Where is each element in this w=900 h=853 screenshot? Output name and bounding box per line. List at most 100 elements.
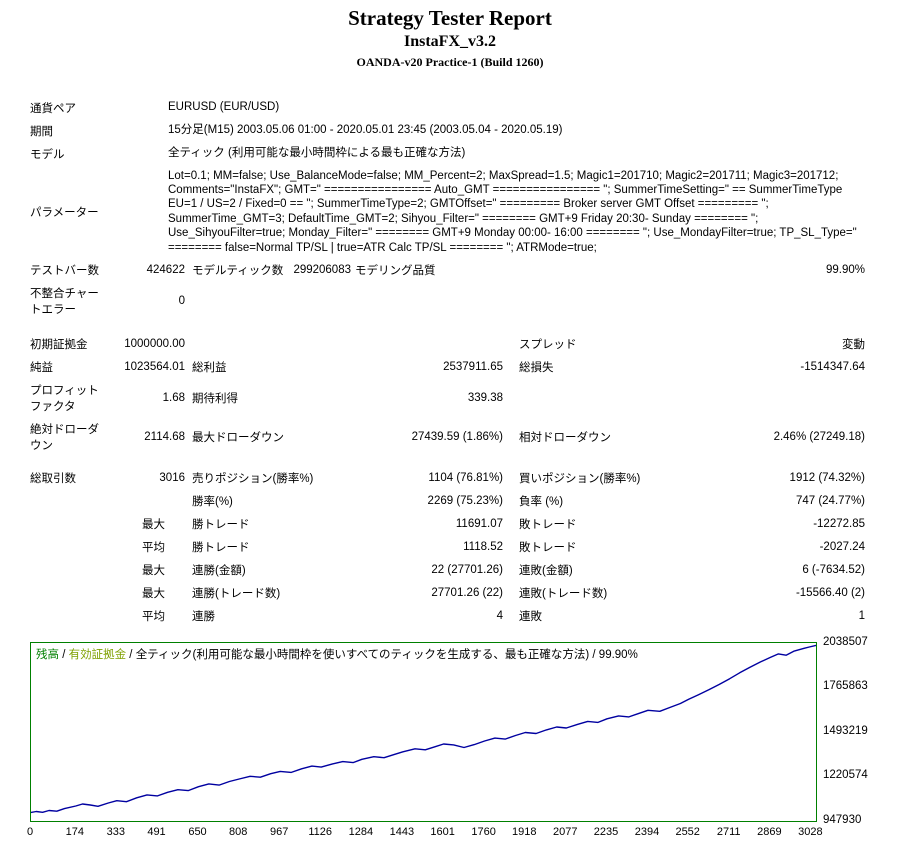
table-row: 総取引数 3016 売りポジション(勝率%) 1104 (76.81%) 買いポジション… bbox=[30, 467, 865, 490]
x-axis-label: 491 bbox=[147, 825, 166, 838]
period-label: 期間 bbox=[30, 125, 53, 138]
result-label bbox=[30, 605, 120, 628]
chart-plot-area: 残高 / 有効証拠金 / 全ティック(利用可能な最小時間枠を使いすべてのティック… bbox=[30, 641, 817, 822]
y-axis-label: 1765863 bbox=[823, 680, 868, 693]
table-row: プロフィット ファクタ 1.68 期待利得 339.38 bbox=[30, 379, 865, 418]
result-value: 2.46% (27249.18) bbox=[773, 431, 865, 444]
page-title: Strategy Tester Report bbox=[348, 6, 552, 30]
table-row: 初期証拠金 1000000.00 スプレッド 変動 bbox=[30, 333, 865, 356]
result-value: 339.38 bbox=[467, 392, 503, 405]
x-axis-label: 2235 bbox=[593, 825, 619, 838]
result-value: 1118.52 bbox=[463, 541, 503, 554]
x-axis-label: 174 bbox=[65, 825, 84, 838]
symbol-value: EURUSD (EUR/USD) bbox=[168, 101, 280, 114]
x-axis-label: 2711 bbox=[716, 825, 741, 838]
bars-label: テストバー数 bbox=[30, 265, 99, 278]
result-value bbox=[340, 333, 503, 356]
balance-curve-line bbox=[31, 644, 816, 814]
result-label: 最大 bbox=[142, 519, 165, 532]
result-value: 2114.68 bbox=[144, 431, 185, 444]
result-label: 相対ドローダウン bbox=[519, 432, 611, 445]
result-label: 敗トレード bbox=[519, 519, 577, 532]
spacer-row bbox=[30, 457, 865, 467]
result-label: 勝率(%) bbox=[192, 496, 233, 509]
mismatch-value: 0 bbox=[178, 295, 185, 308]
x-axis-label: 1601 bbox=[430, 825, 455, 838]
result-value: 27439.59 (1.86%) bbox=[411, 431, 503, 444]
x-axis-label: 967 bbox=[270, 825, 289, 838]
y-axis-label: 1220574 bbox=[823, 769, 868, 782]
result-value: 1912 (74.32%) bbox=[789, 472, 865, 485]
ticks-value: 299206083 bbox=[293, 264, 351, 277]
result-label: 連敗(金額) bbox=[519, 565, 573, 578]
result-value: -1514347.64 bbox=[800, 361, 865, 374]
y-axis-label: 1493219 bbox=[823, 724, 868, 737]
result-value bbox=[653, 379, 865, 418]
result-value: 2269 (75.23%) bbox=[427, 495, 503, 508]
table-row: 不整合チャー トエラー 0 bbox=[30, 282, 865, 321]
parameters-value: Lot=0.1; MM=false; Use_BalanceMode=false… bbox=[168, 169, 857, 254]
x-axis-label: 1918 bbox=[512, 825, 537, 838]
result-value: 変動 bbox=[842, 339, 865, 352]
legend-equity: 有効証拠金 bbox=[68, 648, 127, 661]
legend-separator: / bbox=[126, 648, 136, 661]
result-value: 22 (27701.26) bbox=[431, 564, 503, 577]
table-row bbox=[30, 457, 865, 467]
model-value: 全ティック (利用可能な最小時間枠による最も正確な方法) bbox=[168, 147, 466, 160]
y-axis-label: 2038507 bbox=[823, 635, 868, 648]
result-label: 勝トレード bbox=[192, 542, 250, 555]
result-label: 勝トレード bbox=[192, 519, 250, 532]
results-table-body: 初期証拠金 1000000.00 スプレッド 変動 純益 1023564.01 総利益 253… bbox=[30, 333, 865, 628]
x-axis-label: 2552 bbox=[675, 825, 700, 838]
table-row: 絶対ドローダ ウン 2114.68 最大ドローダウン 27439.59 (1.86%)… bbox=[30, 418, 865, 457]
result-label bbox=[30, 582, 120, 605]
quality-value: 99.90% bbox=[826, 264, 866, 277]
balance-chart: 残高 / 有効証拠金 / 全ティック(利用可能な最小時間枠を使いすべてのティック… bbox=[0, 636, 900, 846]
table-row: 通貨ペア EURUSD (EUR/USD) bbox=[30, 96, 865, 119]
result-value: 6 (-7634.52) bbox=[802, 564, 865, 577]
table-row: テストバー数 424622 モデルティック数 299206083 モデリング品質… bbox=[30, 259, 865, 282]
x-axis-label: 2869 bbox=[757, 825, 782, 838]
chart-legend: 残高 / 有効証拠金 / 全ティック(利用可能な最小時間枠を使いすべてのティック… bbox=[36, 646, 638, 662]
table-row: パラメーター Lot=0.1; MM=false; Use_BalanceMod… bbox=[30, 165, 865, 259]
parameters-label: パラメーター bbox=[30, 206, 99, 219]
result-label: 平均 bbox=[142, 542, 165, 555]
result-value: -15566.40 (2) bbox=[795, 587, 865, 600]
x-axis-label: 1284 bbox=[348, 825, 374, 838]
result-value: 1000000.00 bbox=[124, 338, 185, 351]
result-label: 敗トレード bbox=[519, 542, 577, 555]
empty-cell bbox=[185, 282, 865, 321]
table-row: 平均 勝トレード 1118.52 敗トレード -2027.24 bbox=[30, 536, 865, 559]
report-header: Strategy Tester Report InstaFX_v3.2 OAND… bbox=[0, 0, 900, 70]
result-label: 初期証拠金 bbox=[30, 339, 88, 352]
result-label: 期待利得 bbox=[192, 393, 238, 406]
result-value: -2027.24 bbox=[819, 541, 865, 554]
result-label: 最大 bbox=[142, 588, 165, 601]
ticks-label: モデルティック数 bbox=[192, 265, 284, 278]
legend-quality: 99.90% bbox=[598, 648, 638, 661]
result-label: 連敗 bbox=[519, 611, 542, 624]
quality-label: モデリング品質 bbox=[355, 265, 436, 278]
result-label bbox=[30, 559, 120, 582]
result-value: 3016 bbox=[159, 472, 185, 485]
period-value: 15分足(M15) 2003.05.06 01:00 - 2020.05.01 … bbox=[168, 124, 563, 137]
result-label: 買いポジション(勝率%) bbox=[519, 473, 641, 486]
result-value: 11691.07 bbox=[455, 518, 503, 531]
expert-name: InstaFX_v3.2 bbox=[403, 33, 496, 50]
bars-value: 424622 bbox=[146, 264, 185, 277]
mismatch-label: 不整合チャー トエラー bbox=[30, 288, 99, 317]
result-label: 連勝(金額) bbox=[192, 565, 246, 578]
result-value: 1023564.01 bbox=[124, 361, 185, 374]
result-value: 747 (24.77%) bbox=[795, 495, 865, 508]
result-value: -12272.85 bbox=[813, 518, 865, 531]
result-value: 1.68 bbox=[162, 392, 185, 405]
result-label: 最大 bbox=[142, 565, 165, 578]
x-axis-label: 808 bbox=[229, 825, 248, 838]
result-label: 連勝(トレード数) bbox=[192, 588, 281, 601]
legend-separator: / bbox=[59, 648, 69, 661]
result-label: 連勝 bbox=[192, 611, 215, 624]
x-axis-label: 1126 bbox=[308, 825, 333, 838]
table-row: 最大 勝トレード 11691.07 敗トレード -12272.85 bbox=[30, 513, 865, 536]
table-row: 期間 15分足(M15) 2003.05.06 01:00 - 2020.05.… bbox=[30, 119, 865, 142]
